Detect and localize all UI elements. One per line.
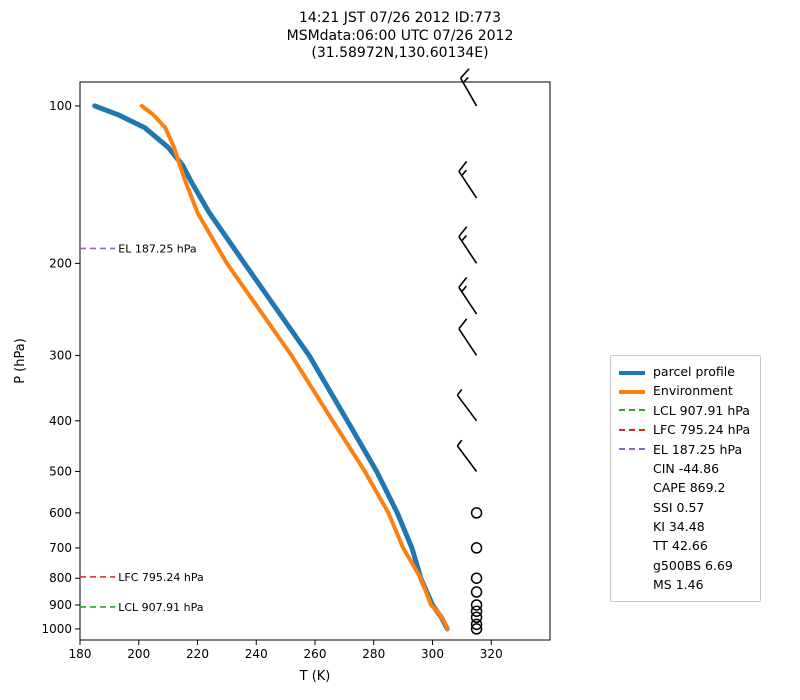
- wind-barb-calm: [472, 573, 482, 583]
- legend: parcel profileEnvironmentLCL 907.91 hPaL…: [610, 355, 761, 602]
- y-tick-label: 700: [49, 541, 72, 555]
- x-tick-label: 300: [421, 647, 444, 661]
- series-parcel-profile: [95, 106, 448, 629]
- legend-item: SSI 0.57: [619, 498, 750, 517]
- level-marker-label-lcl: LCL 907.91 hPa: [118, 601, 203, 614]
- y-tick-label: 200: [49, 256, 72, 270]
- legend-item: Environment: [619, 381, 750, 400]
- wind-barb: [459, 227, 477, 264]
- wind-barb-calm: [472, 600, 482, 610]
- y-tick-label: 500: [49, 464, 72, 478]
- x-tick-label: 240: [245, 647, 268, 661]
- wind-barb: [459, 319, 477, 356]
- wind-barb-calm: [472, 587, 482, 597]
- wind-barb: [459, 277, 477, 314]
- y-tick-label: 300: [49, 348, 72, 362]
- x-tick-label: 280: [362, 647, 385, 661]
- wind-barb: [457, 440, 476, 471]
- y-tick-label: 600: [49, 506, 72, 520]
- wind-barb: [457, 389, 476, 420]
- legend-item: LCL 907.91 hPa: [619, 401, 750, 420]
- legend-item: CAPE 869.2: [619, 478, 750, 497]
- wind-barb: [459, 161, 477, 198]
- x-tick-label: 180: [69, 647, 92, 661]
- x-tick-label: 260: [304, 647, 327, 661]
- x-tick-label: 320: [480, 647, 503, 661]
- wind-barb: [461, 69, 477, 106]
- y-tick-label: 800: [49, 571, 72, 585]
- legend-item: KI 34.48: [619, 517, 750, 536]
- level-marker-label-el: EL 187.25 hPa: [118, 242, 196, 255]
- legend-item: MS 1.46: [619, 575, 750, 594]
- legend-item: EL 187.25 hPa: [619, 440, 750, 459]
- x-axis-label: T (K): [299, 669, 331, 684]
- legend-item: LFC 795.24 hPa: [619, 420, 750, 439]
- legend-item: g500BS 6.69: [619, 556, 750, 575]
- y-tick-label: 1000: [41, 622, 72, 636]
- x-tick-label: 220: [186, 647, 209, 661]
- legend-item: TT 42.66: [619, 536, 750, 555]
- wind-barb-calm: [472, 543, 482, 553]
- y-tick-label: 100: [49, 99, 72, 113]
- wind-barb-calm: [472, 508, 482, 518]
- y-tick-label: 900: [49, 598, 72, 612]
- legend-item: CIN -44.86: [619, 459, 750, 478]
- y-axis-label: P (hPa): [13, 338, 28, 384]
- legend-item: parcel profile: [619, 362, 750, 381]
- y-tick-label: 400: [49, 414, 72, 428]
- series-environment: [142, 106, 448, 629]
- x-tick-label: 200: [127, 647, 150, 661]
- level-marker-label-lfc: LFC 795.24 hPa: [118, 571, 203, 584]
